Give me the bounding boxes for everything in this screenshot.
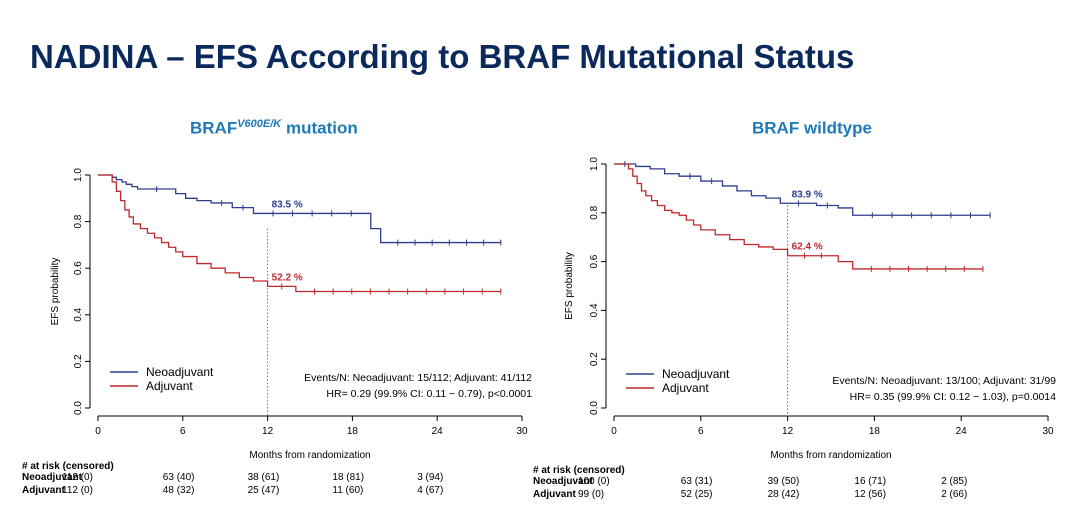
panel-title-main: BRAF wildtype: [752, 118, 872, 138]
risk-table-cell: 25 (47): [247, 485, 280, 496]
risk-table-row: Adjuvant 112 (0) 48 (32) 25 (47) 11 (60) 4 (6…: [22, 485, 522, 498]
y-axis-label: EFS probability: [564, 252, 575, 320]
risk-table-cell: 18 (81): [332, 472, 365, 483]
km-curve-adjuvant: [98, 174, 501, 293]
risk-table-cell: 28 (42): [767, 489, 800, 500]
panel-title-rest: mutation: [281, 118, 358, 138]
risk-table-cell: 100 (0): [578, 476, 610, 487]
risk-table-row-label: Adjuvant: [533, 489, 576, 500]
km-chart-1: [601, 161, 1049, 421]
risk-table-cell: 38 (61): [247, 472, 280, 483]
stats-events: Events/N: Neoadjuvant: 15/112; Adjuvant:…: [304, 372, 532, 384]
y-tick-label: 0.2: [589, 352, 600, 366]
x-axis-label: Months from randomization: [249, 450, 370, 461]
y-tick-label: 0.6: [589, 254, 600, 268]
y-tick-label: 0.8: [73, 214, 84, 228]
y-tick-label: 1.0: [73, 168, 84, 182]
risk-table-cell: 52 (25): [680, 489, 713, 500]
y-tick-label: 0.0: [73, 401, 84, 415]
x-tick-label: 6: [698, 426, 704, 437]
x-tick-label: 18: [869, 426, 881, 437]
risk-table-row-label: Adjuvant: [22, 485, 65, 496]
y-tick-label: 0.0: [589, 401, 600, 415]
risk-table-row: Neoadjuvant 100 (0) 63 (31) 39 (50) 16 (71) 2…: [533, 476, 1048, 489]
value-label-12-months-neoadjuvant: 83.5 %: [272, 199, 303, 210]
legend-label-neoadjuvant: Neoadjuvant: [662, 367, 730, 381]
risk-table-cell: 12 (56): [854, 489, 887, 500]
x-tick-label: 30: [516, 426, 528, 437]
risk-table-cell: 4 (67): [417, 485, 444, 496]
slide-title: NADINA – EFS According to BRAF Mutationa…: [30, 38, 855, 75]
x-tick-label: 24: [432, 426, 444, 437]
x-tick-label: 12: [782, 426, 794, 437]
value-label-12-months-neoadjuvant: 83.9 %: [792, 189, 823, 200]
risk-table-cell: 39 (50): [767, 476, 800, 487]
legend-label-adjuvant: Adjuvant: [662, 381, 709, 395]
y-tick-label: 0.6: [73, 261, 84, 275]
risk-table-header: # at risk (censored): [533, 465, 625, 476]
risk-table-braf-wildtype: # at risk (censored) Neoadjuvant 100 (0) 63…: [533, 465, 1048, 502]
risk-table-cell: 48 (32): [162, 485, 195, 496]
y-tick-label: 0.2: [73, 354, 84, 368]
risk-table-row: Adjuvant 99 (0) 52 (25) 28 (42) 12 (56) 2 (66…: [533, 489, 1048, 502]
stats-hazard-ratio: HR= 0.35 (99.9% CI: 0.12 − 1.03), p=0.00…: [850, 391, 1057, 403]
x-axis-label: Months from randomization: [770, 450, 891, 461]
value-label-12-months-adjuvant: 62.4 %: [792, 242, 823, 253]
risk-table-header: # at risk (censored): [22, 461, 114, 472]
risk-table-cell: 3 (94): [417, 472, 444, 483]
legend-label-neoadjuvant: Neoadjuvant: [146, 365, 214, 379]
y-tick-label: 1.0: [589, 157, 600, 171]
risk-table-cell: 112 (0): [62, 485, 93, 496]
risk-table-cell: 112 (0): [62, 472, 93, 483]
risk-table-braf-mutation: # at risk (censored) Neoadjuvant 112 (0) 63…: [22, 461, 522, 498]
value-label-12-months-adjuvant: 52.2 %: [272, 272, 303, 283]
stats-hazard-ratio: HR= 0.29 (99.9% CI: 0.11 − 0.79), p<0.00…: [326, 388, 532, 400]
x-tick-label: 0: [611, 426, 617, 437]
x-tick-label: 30: [1042, 426, 1054, 437]
risk-table-cell: 2 (66): [941, 489, 968, 500]
stats-events: Events/N: Neoadjuvant: 13/100; Adjuvant:…: [832, 375, 1056, 387]
legend-label-adjuvant: Adjuvant: [146, 379, 193, 393]
x-tick-label: 0: [95, 426, 101, 437]
risk-table-cell: 11 (60): [332, 485, 364, 496]
x-tick-label: 12: [262, 426, 274, 437]
y-tick-label: 0.4: [589, 303, 600, 317]
risk-table-cell: 63 (31): [680, 476, 713, 487]
x-tick-label: 18: [347, 426, 359, 437]
panel-title-main: BRAF: [190, 118, 238, 138]
risk-table-cell: 2 (85): [941, 476, 968, 487]
risk-table-row: Neoadjuvant 112 (0) 63 (40) 38 (61) 18 (81) 3…: [22, 472, 522, 485]
risk-table-row-label: Neoadjuvant: [22, 472, 83, 483]
y-tick-label: 0.8: [589, 205, 600, 219]
y-tick-label: 0.4: [73, 307, 84, 321]
risk-table-cell: 63 (40): [162, 472, 195, 483]
x-tick-label: 24: [956, 426, 968, 437]
panel-title-braf-mutation: BRAFV600E/K mutation: [190, 118, 358, 139]
km-chart-0: [85, 174, 523, 421]
panel-title-braf-wildtype: BRAF wildtype: [752, 118, 872, 139]
risk-table-cell: 16 (71): [854, 476, 887, 487]
risk-table-cell: 99 (0): [578, 489, 605, 500]
x-tick-label: 6: [180, 426, 186, 437]
y-axis-label: EFS probability: [50, 258, 61, 326]
panel-title-superscript: V600E/K: [237, 118, 282, 130]
risk-table-row-label: Neoadjuvant: [533, 476, 594, 487]
km-curve-adjuvant: [614, 163, 983, 270]
